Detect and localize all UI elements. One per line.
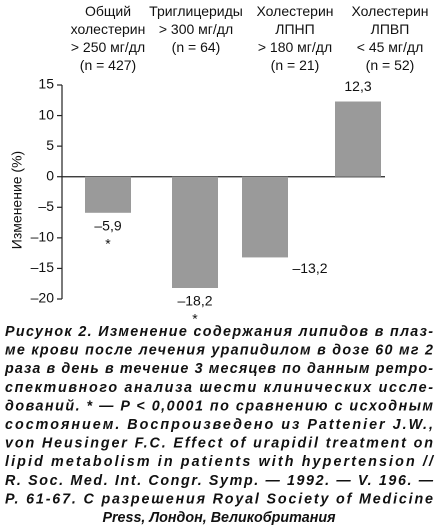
category-line: ЛПНП [275, 21, 314, 37]
bar [242, 176, 288, 258]
caption-line: Рисунок 2. Изменение содержания липидов … [5, 324, 433, 340]
category-line: Холестерин [352, 3, 429, 19]
caption-line: lipid metabolism in patients with hypert… [5, 454, 435, 470]
bar [172, 176, 218, 288]
caption-line: R. Soc. Med. Int. Congr. Symp. — 1992. —… [5, 473, 434, 489]
bar [335, 101, 381, 177]
category-label: Триглицериды > 300 мг/дл (n = 64) [149, 3, 243, 55]
y-tick-label: –10 [31, 229, 55, 245]
y-tick-label: –20 [31, 290, 55, 306]
caption-line: состоянием. Воспроизведено из Pattenier … [5, 417, 433, 433]
category-line: > 300 мг/дл [159, 21, 233, 37]
caption-line: von Heusinger F.C. Effect of urapidil tr… [5, 436, 433, 452]
caption-line: раза в день в течение 3 месяцев по данны… [4, 361, 433, 377]
y-tick-label: 0 [46, 167, 54, 183]
category-line: ЛПВП [371, 21, 410, 37]
category-label: Общий холестерин > 250 мг/дл (n = 427) [71, 3, 146, 73]
category-line: (n = 427) [80, 57, 136, 73]
y-tick-label: 5 [46, 137, 54, 153]
value-label: –5,9 [94, 217, 121, 233]
y-tick-label: –15 [31, 259, 55, 275]
category-label: Холестерин ЛПНП > 180 мг/дл (n = 21) [257, 3, 334, 73]
y-axis-label: Изменение (%) [9, 151, 25, 249]
significance-marker: * [192, 311, 198, 327]
category-line: < 45 мг/дл [357, 39, 424, 55]
caption-line: Press, Лондон, Великобритания [102, 510, 336, 526]
category-line: > 180 мг/дл [258, 39, 332, 55]
caption-line: P. 61-67. С разрешения Royal Society of … [5, 491, 433, 507]
value-label: 12,3 [344, 78, 371, 94]
y-tick-label: –5 [38, 198, 54, 214]
category-line: (n = 64) [172, 39, 221, 55]
category-line: Холестерин [257, 3, 334, 19]
category-line: (n = 21) [271, 57, 320, 73]
y-tick-label: 10 [38, 106, 54, 122]
value-label: –13,2 [292, 260, 327, 276]
caption-line: спективного анализа шести клинических ис… [5, 380, 433, 396]
category-line: Триглицериды [149, 3, 243, 19]
y-tick-label: 15 [38, 76, 54, 92]
value-label: –18,2 [177, 293, 212, 309]
significance-marker: * [105, 235, 111, 251]
bar [85, 176, 131, 213]
category-line: (n = 52) [366, 57, 415, 73]
category-line: холестерин [71, 21, 146, 37]
caption-line: дований. * — P < 0,0001 по сравнению с и… [5, 398, 433, 414]
category-label: Холестерин ЛПВП < 45 мг/дл (n = 52) [352, 3, 429, 73]
category-line: Общий [85, 3, 131, 19]
caption-line: ме крови после лечения урапидилом в дозе… [5, 343, 433, 359]
category-line: > 250 мг/дл [71, 39, 145, 55]
